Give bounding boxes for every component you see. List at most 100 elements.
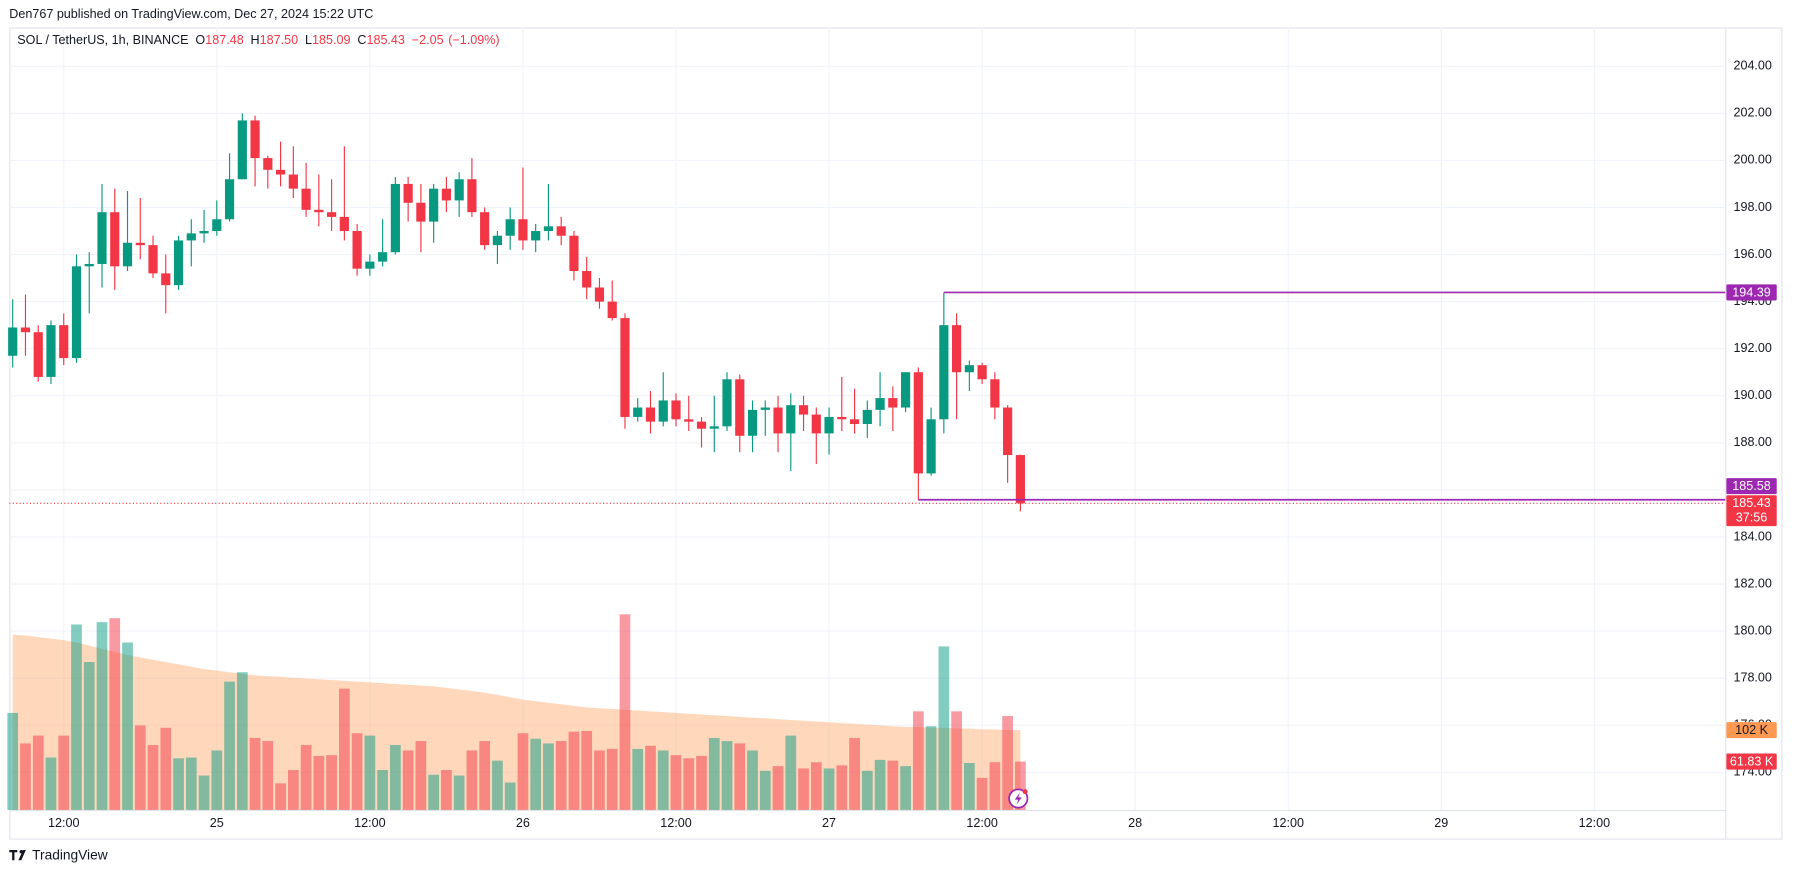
candle-body [939,325,949,420]
candle-body [224,179,235,220]
y-tick-label: 184.00 [1733,529,1771,543]
candle-body [977,365,987,380]
candle-body [849,419,860,424]
y-tick-label: 200.00 [1733,153,1771,167]
volume-bar [326,755,337,810]
candle-body [964,365,974,373]
countdown: 37:56 [1736,510,1767,524]
level-label: 194.39 [1732,285,1770,299]
candle-body [59,325,69,359]
volume-bar [938,646,950,810]
candle-body [148,245,158,274]
volume-bar [887,760,899,810]
candle-body [454,179,464,201]
candle-body [441,188,451,201]
volume-bar [645,745,656,810]
candle-body [837,416,847,420]
header: Den767 published on TradingView.com, Dec… [9,7,373,21]
volume-bar [32,735,44,810]
y-tick-label: 180.00 [1733,623,1771,637]
candle-body [467,179,477,213]
x-tick-label: 12:00 [1579,816,1610,830]
volume-bar [211,750,223,810]
candle-body [365,261,375,269]
volume-bar [185,757,197,810]
volume-bar [759,770,771,810]
volume-bar [772,766,784,810]
alert-icon[interactable] [1008,788,1029,809]
icon-bolt[interactable] [1014,792,1022,805]
candle-body [824,416,834,434]
legend-key: O [195,34,205,48]
volume-bar [122,642,133,810]
footer: TradingView [9,847,108,862]
legend-change: −2.05 [412,34,444,48]
volume-bar [823,768,835,810]
legend-key: L [305,34,312,48]
candle-body [505,219,515,236]
candle-body [1003,407,1013,456]
volume-bar [300,744,312,810]
volume-bar [721,741,733,810]
icon-dot[interactable] [1022,789,1028,795]
x-tick-label: 27 [822,816,836,830]
y-tick-label: 188.00 [1733,435,1771,449]
volume-bar [287,770,299,810]
candle-body [186,233,196,241]
volume-bar [441,770,452,810]
volume-bar [1002,716,1013,810]
candle-body [900,372,911,408]
candle-body [990,379,1000,408]
volume-bar [20,743,31,810]
y-tick-label: 204.00 [1733,59,1771,73]
volume-bar [173,758,184,810]
volume-bar [428,774,439,810]
price-pane [8,113,1726,512]
candle-body [237,120,247,180]
volume-bar [492,760,503,810]
volume-bar [670,755,682,810]
volume-bar [390,744,401,810]
volume-bar [7,712,19,810]
candle-body [888,398,898,408]
candle-body [33,332,43,377]
candle-body [327,212,337,217]
volume-bar [836,765,848,810]
candle-body [556,226,566,236]
candle-body [722,379,732,427]
candle-body [518,219,528,241]
candle-body [250,120,260,159]
volume-bar [58,735,70,810]
legend: SOL / TetherUS, 1h, BINANCE O187.48 H187.5… [17,34,499,48]
candle-body [709,426,719,429]
candle-body [1015,455,1025,504]
candle-body [607,301,617,319]
volume-bar [96,622,108,810]
volume-bar [147,744,159,810]
volume-bar [810,762,822,810]
candle-body [760,407,770,410]
candle-body [288,174,298,189]
volume-bar [798,768,809,810]
candle-body [20,327,31,333]
candle-body [747,409,758,436]
candle-body [952,325,962,373]
grid [9,27,1726,810]
level-label: 185.58 [1732,479,1770,493]
candle-body [275,169,286,175]
candle-body [378,252,388,262]
volume-label: 61.83 K [1730,754,1774,768]
candle-body [71,266,82,359]
legend-key: C [357,34,366,48]
x-tick-label: 29 [1434,816,1448,830]
candle-body [199,231,209,234]
x-tick-label: 12:00 [48,816,79,830]
volume-bar [224,681,235,810]
candle-body [594,287,605,302]
volume-bar [83,662,95,810]
candle-body [735,379,745,436]
volume-bar [453,775,465,810]
volume-bar [134,725,146,810]
volume-bar [555,741,567,810]
